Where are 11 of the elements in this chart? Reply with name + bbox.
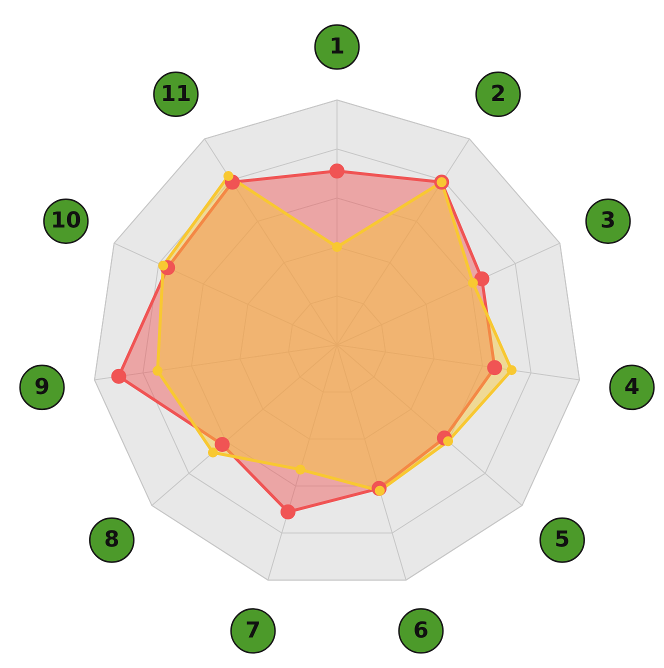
spoke-label: 3	[600, 208, 616, 234]
spoke-label: 8	[104, 528, 120, 553]
spoke-label: 10	[50, 208, 82, 234]
spoke-label: 7	[245, 618, 261, 644]
spoke-label: 1	[329, 34, 345, 60]
spoke-label: 9	[34, 374, 50, 400]
spoke-label: 2	[490, 82, 506, 107]
spoke-label: 11	[160, 82, 192, 107]
spoke-label: 6	[413, 618, 429, 644]
spoke-label: 5	[554, 528, 570, 553]
spoke-label: 4	[624, 374, 640, 400]
